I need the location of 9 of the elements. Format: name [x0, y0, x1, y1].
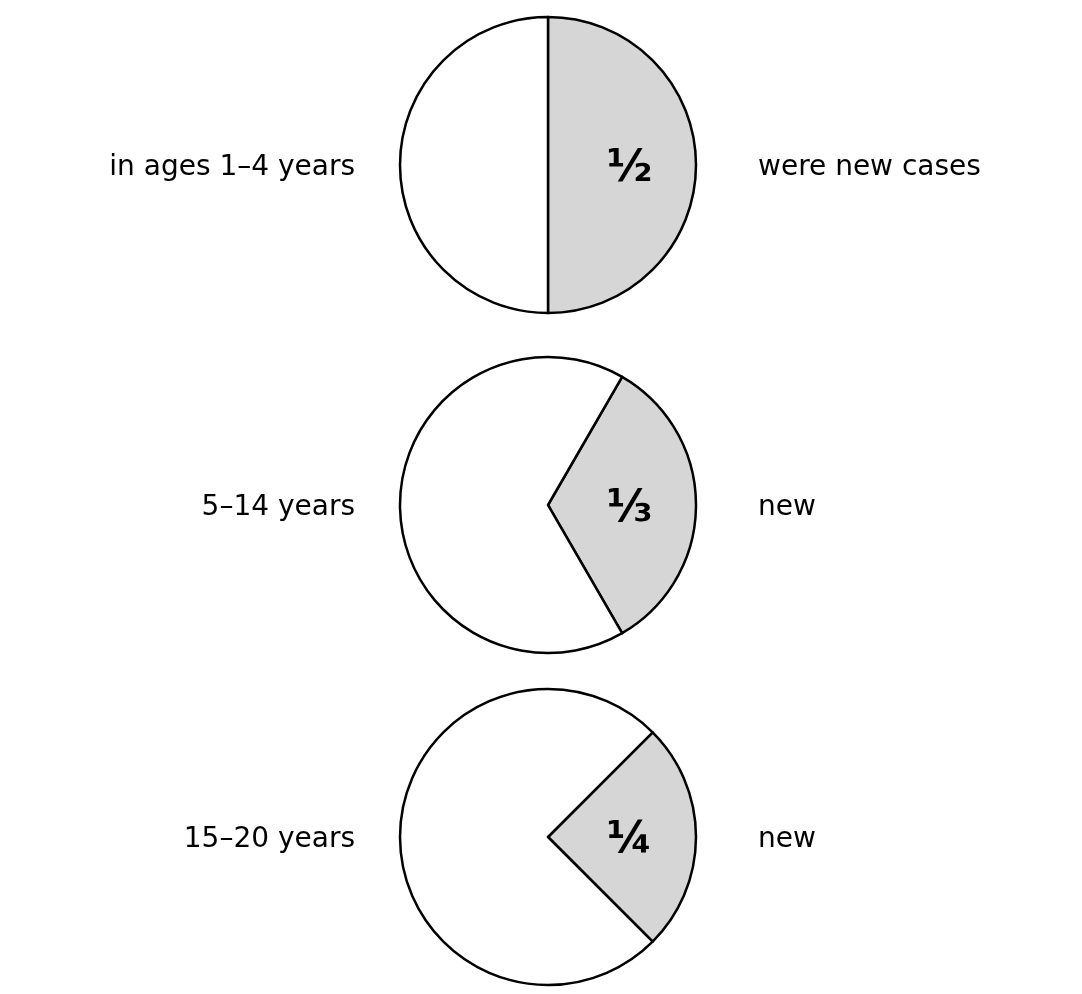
text: in ages 1–4 years: [109, 148, 355, 182]
data-label: ⅓: [606, 479, 653, 531]
data-label: ¼: [606, 811, 653, 863]
data-label: ½: [606, 139, 653, 191]
text: 5–14 years: [201, 488, 355, 522]
text: new: [758, 488, 816, 522]
text: were new cases: [758, 148, 981, 182]
text: 15–20 years: [183, 820, 355, 854]
text: new: [758, 820, 816, 854]
